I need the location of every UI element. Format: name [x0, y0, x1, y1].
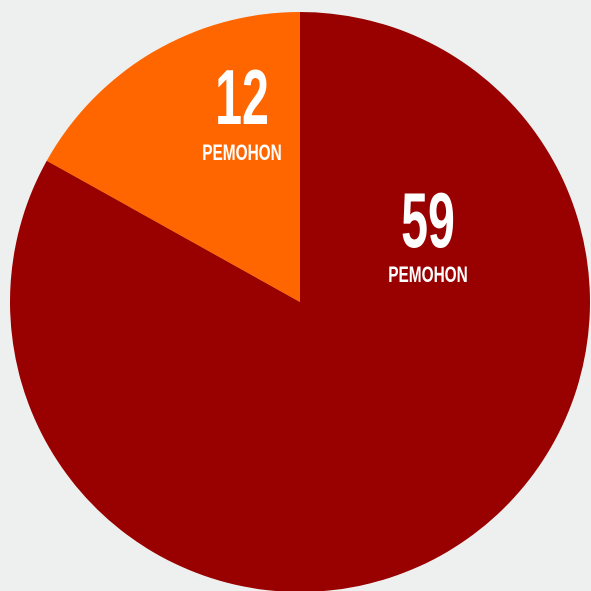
slice-label-group: PEMOHON: [202, 141, 281, 165]
slice-value-group: 12: [215, 53, 269, 141]
slice-label-group: PEMOHON: [388, 263, 467, 287]
slice-value-group: 59: [401, 176, 455, 264]
pie-slice: [10, 12, 590, 591]
slice-value: 12: [215, 53, 269, 141]
slice-label: PEMOHON: [388, 263, 467, 287]
slice-value: 59: [401, 176, 455, 264]
slice-label: PEMOHON: [202, 141, 281, 165]
pie-slice: [46, 12, 301, 302]
